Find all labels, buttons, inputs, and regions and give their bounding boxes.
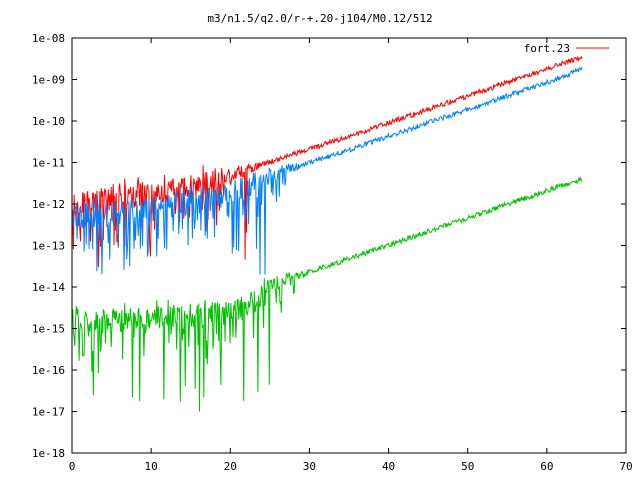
x-tick-label: 50: [461, 460, 474, 473]
x-tick-label: 0: [69, 460, 76, 473]
legend-label: fort.23: [524, 42, 570, 55]
chart-title: m3/n1.5/q2.0/r-+.20-j104/M0.12/512: [207, 12, 432, 25]
x-tick-label: 20: [224, 460, 237, 473]
y-tick-label: 1e-10: [32, 115, 65, 128]
x-tick-label: 70: [619, 460, 632, 473]
y-tick-label: 1e-16: [32, 364, 65, 377]
x-tick-label: 40: [382, 460, 395, 473]
x-tick-label: 30: [303, 460, 316, 473]
y-tick-label: 1e-12: [32, 198, 65, 211]
x-tick-label: 60: [540, 460, 553, 473]
plot-series: [71, 55, 583, 412]
y-tick-label: 1e-14: [32, 281, 65, 294]
series-line-2: [71, 66, 583, 275]
axis-ticks: 0 10 20 30 40 50 60 70 1e-18 1e-17 1e-16 1e-15 1e-14…: [32, 32, 633, 473]
y-tick-label: 1e-17: [32, 406, 65, 419]
y-tick-label: 1e-18: [32, 447, 65, 460]
plot-frame: [71, 37, 627, 454]
y-tick-label: 1e-09: [32, 74, 65, 87]
x-tick-label: 10: [145, 460, 158, 473]
y-tick-label: 1e-08: [32, 32, 65, 45]
legend: fort.23: [524, 42, 609, 55]
y-tick-label: 1e-15: [32, 323, 65, 336]
series-line-3: [71, 176, 583, 412]
series-line-1: [71, 55, 583, 268]
y-tick-label: 1e-13: [32, 240, 65, 253]
y-tick-label: 1e-11: [32, 157, 65, 170]
